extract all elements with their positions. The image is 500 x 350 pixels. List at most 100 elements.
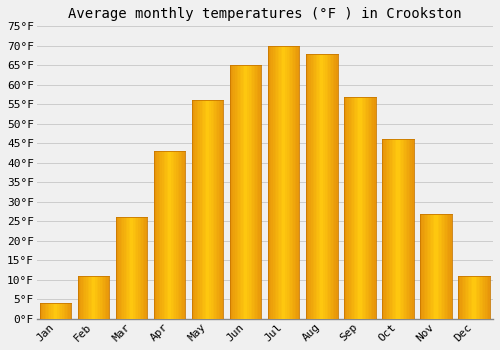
Bar — [156, 151, 158, 319]
Bar — [100, 276, 102, 319]
Bar — [257, 65, 258, 319]
Bar — [219, 100, 220, 319]
Bar — [192, 100, 194, 319]
Bar — [178, 151, 179, 319]
Bar — [194, 100, 196, 319]
Bar — [40, 303, 42, 319]
Bar — [290, 46, 292, 319]
Bar — [325, 54, 326, 319]
Bar — [282, 46, 284, 319]
Bar — [104, 276, 106, 319]
Bar — [448, 214, 450, 319]
Bar — [468, 276, 469, 319]
Bar — [241, 65, 243, 319]
Bar — [200, 100, 202, 319]
Bar — [316, 54, 318, 319]
Bar — [174, 151, 176, 319]
Bar — [142, 217, 144, 319]
Bar — [387, 139, 388, 319]
Bar — [254, 65, 255, 319]
Bar — [176, 151, 178, 319]
Bar — [439, 214, 440, 319]
Bar — [260, 65, 262, 319]
Bar — [184, 151, 186, 319]
Bar — [78, 276, 80, 319]
Bar — [162, 151, 164, 319]
Bar — [426, 214, 428, 319]
Bar — [103, 276, 104, 319]
Bar — [108, 276, 110, 319]
Bar — [250, 65, 252, 319]
Bar — [466, 276, 468, 319]
Bar — [384, 139, 386, 319]
Bar — [408, 139, 409, 319]
Bar — [438, 214, 439, 319]
Bar — [135, 217, 136, 319]
Bar — [350, 97, 352, 319]
Bar — [364, 97, 366, 319]
Bar — [140, 217, 141, 319]
Bar — [246, 65, 248, 319]
Bar — [294, 46, 295, 319]
Bar — [484, 276, 485, 319]
Bar — [70, 303, 71, 319]
Bar — [434, 214, 436, 319]
Bar — [281, 46, 282, 319]
Bar — [51, 303, 52, 319]
Bar — [362, 97, 363, 319]
Bar — [197, 100, 198, 319]
Bar — [480, 276, 482, 319]
Bar — [141, 217, 142, 319]
Bar — [68, 303, 70, 319]
Bar — [308, 54, 310, 319]
Bar — [164, 151, 165, 319]
Bar — [272, 46, 273, 319]
Bar — [58, 303, 59, 319]
Bar — [243, 65, 244, 319]
Bar — [54, 303, 56, 319]
Bar — [65, 303, 66, 319]
Bar — [360, 97, 362, 319]
Bar — [442, 214, 444, 319]
Bar — [222, 100, 224, 319]
Bar — [332, 54, 333, 319]
Bar — [472, 276, 474, 319]
Bar — [374, 97, 376, 319]
Bar — [432, 214, 433, 319]
Bar — [388, 139, 390, 319]
Bar — [471, 276, 472, 319]
Bar — [322, 54, 324, 319]
Bar — [138, 217, 140, 319]
Bar — [90, 276, 92, 319]
Bar — [144, 217, 146, 319]
Bar — [394, 139, 395, 319]
Bar — [118, 217, 120, 319]
Bar — [66, 303, 68, 319]
Bar — [59, 303, 60, 319]
Bar — [122, 217, 124, 319]
Bar — [401, 139, 402, 319]
Bar — [446, 214, 447, 319]
Bar — [314, 54, 316, 319]
Bar — [80, 276, 82, 319]
Bar — [172, 151, 173, 319]
Bar — [220, 100, 222, 319]
Bar — [244, 65, 246, 319]
Bar — [60, 303, 62, 319]
Bar — [102, 276, 103, 319]
Bar — [276, 46, 278, 319]
Bar — [406, 139, 407, 319]
Bar — [48, 303, 50, 319]
Bar — [136, 217, 138, 319]
Bar — [366, 97, 368, 319]
Bar — [64, 303, 65, 319]
Bar — [371, 97, 372, 319]
Bar — [206, 100, 208, 319]
Bar — [312, 54, 314, 319]
Bar — [84, 276, 86, 319]
Bar — [298, 46, 300, 319]
Bar — [216, 100, 217, 319]
Bar — [424, 214, 425, 319]
Bar — [274, 46, 276, 319]
Bar — [165, 151, 166, 319]
